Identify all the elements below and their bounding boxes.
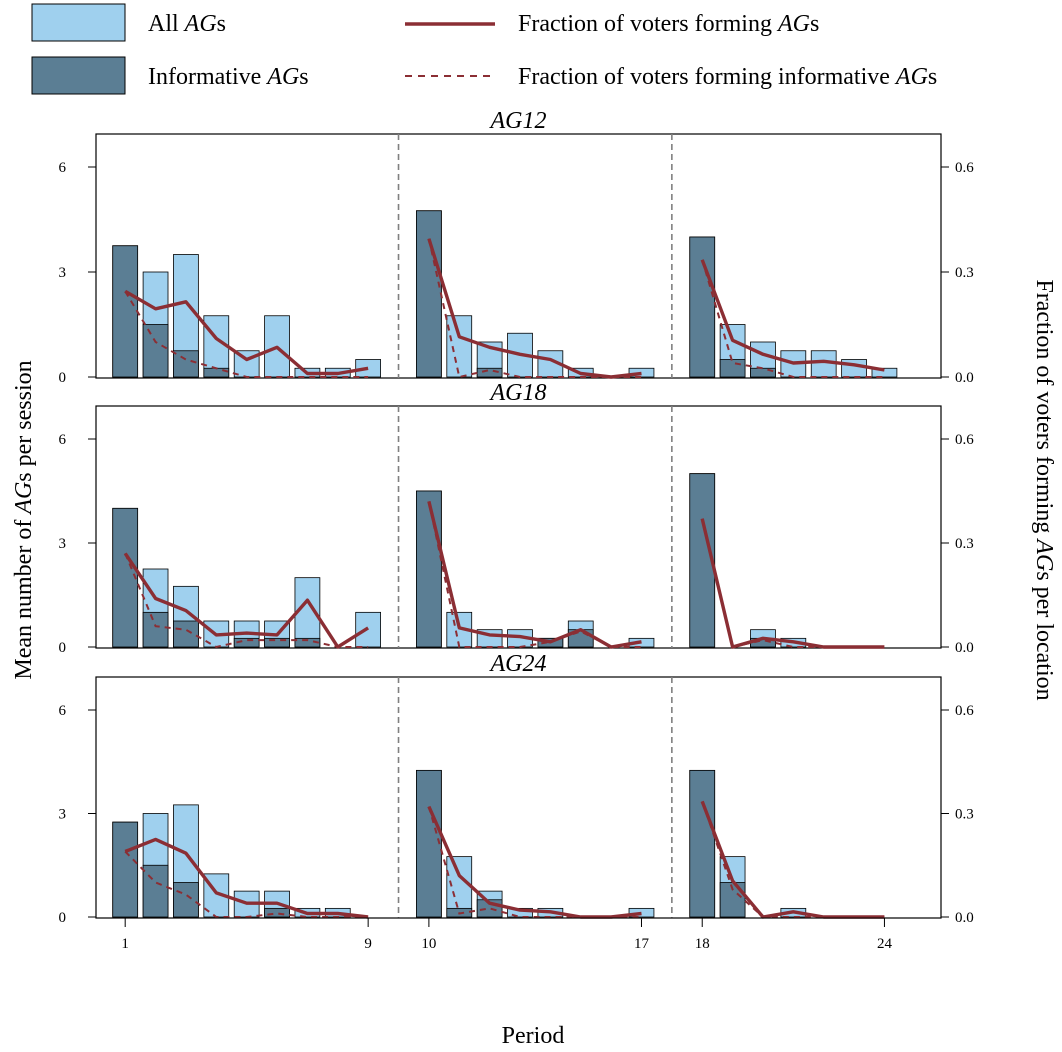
bar-informative-ags <box>203 367 230 378</box>
y-right-tick-label: 0.6 <box>955 432 974 448</box>
bar-all-ags <box>446 856 473 918</box>
panel-frame <box>95 133 942 379</box>
bar-all-ags <box>355 359 381 378</box>
bar-informative-ags <box>112 507 139 648</box>
panels: AG12 0 3 6 0.0 0.3 0.6 AG18 0 3 6 0.0 0.3 0.6 AG24 0 3 6 0… <box>59 108 975 952</box>
bar-all-ags <box>294 577 321 648</box>
legend-informative-swatch <box>31 56 126 95</box>
y-right-tick-label: 0.0 <box>955 640 974 656</box>
y-left-tick-label: 0 <box>59 910 67 926</box>
line-fraction-all <box>427 805 642 919</box>
line-fraction-informative <box>124 553 369 649</box>
panel-title: AG24 <box>489 651 547 677</box>
line-fraction-all <box>700 800 885 919</box>
line-fraction-all <box>427 501 642 649</box>
y-right-tick-label: 0.3 <box>955 807 974 823</box>
bar-all-ags <box>446 315 473 378</box>
panel-title: AG12 <box>489 108 547 134</box>
bar-informative-ags <box>264 907 290 918</box>
y-axis-left-title: Mean number of AGs per session <box>11 360 37 679</box>
bar-informative-ags <box>112 821 139 918</box>
x-tick-label: 9 <box>364 936 372 952</box>
y-left-tick-label: 3 <box>59 265 67 281</box>
bar-informative-ags <box>476 367 503 378</box>
y-right-tick-label: 0.0 <box>955 370 974 386</box>
bar-informative-ags <box>142 324 169 378</box>
y-left-tick-label: 6 <box>59 703 67 719</box>
bar-informative-ags <box>750 367 776 378</box>
x-tick-label: 10 <box>421 936 436 952</box>
bar-informative-ags <box>112 245 139 378</box>
legend-all-label: All AGs <box>148 11 226 37</box>
bar-all-ags <box>628 907 655 918</box>
panel-ag12: AG12 0 3 6 0.0 0.3 0.6 <box>59 108 975 386</box>
panel-frame <box>95 405 942 649</box>
bar-informative-ags <box>689 769 716 918</box>
bar-informative-ags <box>416 769 442 918</box>
bar-informative-ags <box>719 359 746 378</box>
y-left-tick-label: 0 <box>59 640 67 656</box>
bar-all-ags <box>871 367 898 378</box>
line-fraction-all <box>700 518 885 649</box>
x-tick-label: 17 <box>634 936 650 952</box>
line-fraction-informative <box>427 806 642 918</box>
legend: All AGs Informative AGs Fraction of vote… <box>31 3 937 95</box>
panel-title: AG18 <box>489 380 547 406</box>
y-left-tick-label: 3 <box>59 807 67 823</box>
line-fraction-informative <box>124 290 369 378</box>
bar-informative-ags <box>142 864 169 918</box>
y-right-tick-label: 0.6 <box>955 703 974 719</box>
y-right-tick-label: 0.0 <box>955 910 974 926</box>
bar-informative-ags <box>416 210 442 378</box>
bar-informative-ags <box>689 236 716 378</box>
legend-fraction-label: Fraction of voters forming AGs <box>518 11 819 37</box>
x-axis-title: Period <box>502 1023 565 1049</box>
y-left-tick-label: 0 <box>59 370 67 386</box>
legend-informative-label: Informative AGs <box>148 64 309 90</box>
line-fraction-all <box>124 289 369 376</box>
bar-informative-ags <box>294 637 321 648</box>
legend-all-swatch <box>31 3 126 42</box>
bar-informative-ags <box>173 882 199 918</box>
y-right-tick-label: 0.3 <box>955 536 974 552</box>
panel-ag18: AG18 0 3 6 0.0 0.3 0.6 <box>59 380 975 656</box>
x-tick-label: 1 <box>121 936 129 952</box>
bar-all-ags <box>628 367 655 378</box>
x-tick-label: 24 <box>877 936 893 952</box>
line-fraction-informative <box>701 259 885 378</box>
line-fraction-informative <box>124 850 369 918</box>
y-left-tick-label: 3 <box>59 536 67 552</box>
x-tick-label: 18 <box>695 936 710 952</box>
y-left-tick-label: 6 <box>59 432 67 448</box>
bar-informative-ags <box>142 611 169 648</box>
y-axis-right-title: Fraction of voters forming AGs per locat… <box>1031 279 1057 700</box>
line-fraction-all <box>123 552 370 649</box>
bar-informative-ags <box>173 620 199 648</box>
y-right-tick-label: 0.6 <box>955 160 974 176</box>
legend-fraction-informative-label: Fraction of voters forming informative A… <box>518 64 937 90</box>
line-fraction-all <box>124 837 369 919</box>
line-fraction-all <box>700 259 885 372</box>
bar-informative-ags <box>416 490 442 648</box>
bar-informative-ags <box>233 637 260 648</box>
bar-informative-ags <box>173 350 199 378</box>
panel-ag24: AG24 0 3 6 0.0 0.3 0.6 1 9 10 17 18 24 <box>59 651 975 952</box>
y-left-tick-label: 6 <box>59 160 67 176</box>
bar-informative-ags <box>264 637 290 648</box>
y-right-tick-label: 0.3 <box>955 265 974 281</box>
line-fraction-all <box>427 238 642 379</box>
